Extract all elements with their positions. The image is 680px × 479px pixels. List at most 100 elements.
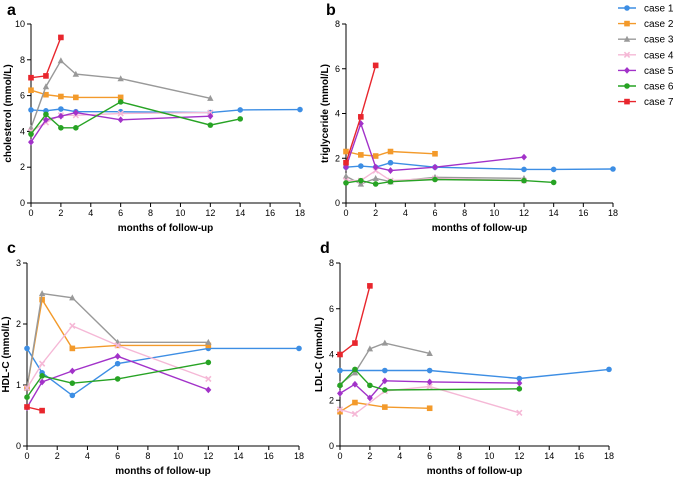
series-case-5 xyxy=(337,377,523,402)
x-tick-label: 10 xyxy=(173,451,183,461)
series-case-6 xyxy=(337,366,523,393)
data-point xyxy=(207,109,214,116)
data-point xyxy=(426,378,433,386)
data-point xyxy=(343,159,349,166)
data-point xyxy=(58,34,64,41)
data-point xyxy=(336,406,344,413)
series-case-7 xyxy=(343,62,379,166)
data-point xyxy=(205,338,212,345)
data-point xyxy=(367,283,373,289)
y-tick-label: 6 xyxy=(335,64,340,74)
data-point xyxy=(521,153,527,161)
y-axis-label: triglyceride (mmol/L) xyxy=(320,64,331,163)
data-point xyxy=(351,380,358,388)
data-point xyxy=(69,380,76,386)
data-point xyxy=(43,111,49,118)
series-case-1 xyxy=(24,345,302,399)
x-tick-label: 6 xyxy=(432,208,437,218)
x-axis-label: months of follow-up xyxy=(432,223,528,234)
x-tick-label: 4 xyxy=(88,208,93,218)
data-point xyxy=(114,342,121,349)
series-case-1 xyxy=(337,366,612,382)
legend-marker xyxy=(624,67,630,74)
legend-entry: case 6 xyxy=(618,82,674,93)
legend-entry: case 5 xyxy=(618,66,674,77)
series-case-6 xyxy=(24,359,212,401)
data-point xyxy=(337,351,343,358)
legend-marker xyxy=(624,20,630,27)
x-tick-label: 0 xyxy=(343,208,348,218)
series-line xyxy=(345,161,614,171)
data-point xyxy=(72,70,80,77)
data-point xyxy=(382,404,388,410)
data-point xyxy=(72,109,79,117)
x-tick-label: 10 xyxy=(175,208,185,218)
data-point xyxy=(117,110,124,117)
x-tick-label: 14 xyxy=(234,451,244,461)
legend-marker xyxy=(623,35,631,42)
data-point xyxy=(366,394,373,402)
data-point xyxy=(28,87,34,94)
y-tick-label: 8 xyxy=(335,19,340,29)
y-tick-label: 2 xyxy=(335,153,340,163)
data-point xyxy=(69,322,76,329)
data-point xyxy=(337,382,343,389)
legend-label: case 7 xyxy=(644,97,674,108)
x-tick-label: 8 xyxy=(462,208,467,218)
series-case-6 xyxy=(28,99,244,137)
data-point xyxy=(516,386,523,392)
y-tick-label: 2 xyxy=(329,395,334,405)
series-line xyxy=(30,37,62,79)
data-point xyxy=(42,83,50,90)
series-case-2 xyxy=(337,399,433,415)
data-point xyxy=(58,125,64,131)
legend-entry: case 2 xyxy=(618,19,674,30)
data-point xyxy=(117,75,124,82)
data-point xyxy=(426,367,433,374)
data-point xyxy=(337,408,343,415)
series-case-4 xyxy=(23,322,212,392)
data-point xyxy=(372,153,379,159)
panel-label: c xyxy=(7,240,16,257)
x-tick-label: 16 xyxy=(265,208,275,218)
data-point xyxy=(57,57,65,64)
data-point xyxy=(297,106,303,113)
y-tick-label: 1 xyxy=(16,380,21,390)
data-point xyxy=(39,373,45,379)
data-point xyxy=(58,106,64,112)
data-point xyxy=(39,407,45,414)
x-tick-label: 14 xyxy=(549,208,559,218)
y-tick-label: 10 xyxy=(15,19,25,29)
data-point xyxy=(352,399,358,406)
data-point xyxy=(372,163,379,171)
panel-label: b xyxy=(326,2,336,19)
x-tick-label: 2 xyxy=(58,208,63,218)
x-tick-label: 4 xyxy=(397,451,402,461)
series-case-6 xyxy=(343,176,557,187)
y-tick-label: 6 xyxy=(20,91,25,101)
data-point xyxy=(426,383,433,390)
data-point xyxy=(42,116,49,124)
series-line xyxy=(30,108,301,114)
data-point xyxy=(207,112,214,120)
x-axis-label: months of follow-up xyxy=(115,466,211,477)
x-tick-label: 2 xyxy=(373,208,378,218)
data-point xyxy=(28,131,34,137)
data-point xyxy=(69,392,76,399)
data-point xyxy=(426,405,433,412)
x-tick-label: 18 xyxy=(295,208,305,218)
data-point xyxy=(382,367,388,374)
x-tick-label: 10 xyxy=(489,208,499,218)
data-point xyxy=(550,179,557,186)
series-line xyxy=(340,368,610,380)
data-point xyxy=(387,148,394,155)
data-point xyxy=(237,107,244,113)
x-tick-label: 6 xyxy=(118,208,123,218)
legend-entry: case 4 xyxy=(618,50,674,61)
y-tick-label: 4 xyxy=(20,126,25,136)
series-line xyxy=(345,121,525,172)
x-tick-label: 12 xyxy=(205,208,215,218)
series-case-1 xyxy=(343,159,616,173)
